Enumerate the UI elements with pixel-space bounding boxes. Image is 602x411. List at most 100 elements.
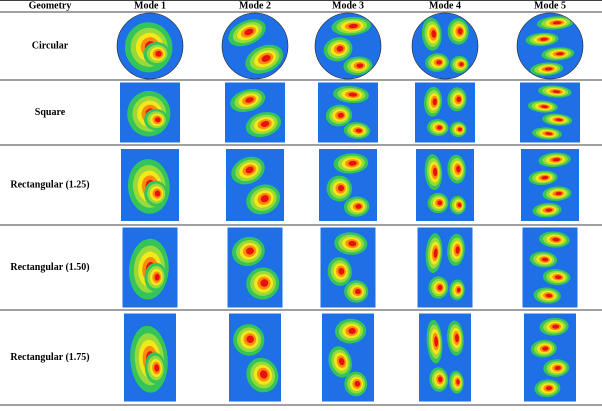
contour-band xyxy=(348,160,357,166)
mode-shape-plot xyxy=(524,313,576,402)
contour-band xyxy=(437,200,443,206)
mode-shape-plot xyxy=(521,149,579,221)
mode-shape-plot xyxy=(124,313,176,402)
contour-band xyxy=(454,333,459,343)
contour-band xyxy=(455,246,460,254)
contour-band xyxy=(338,357,345,366)
contour-band xyxy=(245,97,254,103)
contour-band xyxy=(260,195,269,203)
contour-band xyxy=(348,328,356,334)
contour-band xyxy=(154,190,161,197)
row-label: Square xyxy=(35,107,66,118)
contour-band xyxy=(154,117,161,123)
contour-band xyxy=(545,293,553,298)
contour-band xyxy=(356,63,364,68)
contour-band xyxy=(154,364,160,372)
mode-shape-plot xyxy=(227,227,283,308)
mode-shape-plot xyxy=(315,13,381,79)
contour-band xyxy=(555,118,563,122)
contour-band xyxy=(456,165,461,173)
mode-shape-plot xyxy=(229,313,281,402)
header-cell: Geometry xyxy=(29,0,72,11)
mode-shape-plot xyxy=(322,313,374,402)
header-cell: Mode 4 xyxy=(429,0,461,11)
contour-band xyxy=(433,167,438,177)
contour-band xyxy=(355,128,362,133)
contour-band xyxy=(545,132,553,136)
contour-band xyxy=(456,96,462,103)
mode-shape-plot xyxy=(225,82,285,143)
mode-shape-plot xyxy=(517,13,583,79)
contour-band xyxy=(457,127,463,132)
plate-outline xyxy=(314,12,382,80)
contour-band xyxy=(348,92,358,97)
contour-band xyxy=(541,105,549,109)
contour-band xyxy=(246,247,254,255)
row-label: Rectangular (1.25) xyxy=(10,179,89,190)
contour-band xyxy=(545,208,553,212)
contour-band xyxy=(431,30,437,38)
contour-band xyxy=(541,175,549,180)
contour-band xyxy=(554,365,561,371)
header-cell: Mode 5 xyxy=(534,0,566,11)
contour-band xyxy=(154,273,160,281)
contour-band xyxy=(544,67,553,71)
contour-band xyxy=(155,50,162,57)
contour-band xyxy=(545,386,553,391)
contour-band xyxy=(348,23,359,29)
contour-band xyxy=(552,237,560,242)
header-cell: Mode 1 xyxy=(134,0,166,11)
contour-band xyxy=(456,379,460,385)
contour-band xyxy=(348,240,357,247)
contour-band xyxy=(438,376,443,383)
contour-band xyxy=(354,288,361,295)
contour-band xyxy=(457,202,462,208)
mode-shape-plot xyxy=(417,227,473,308)
mode-shape-plot xyxy=(222,13,288,79)
contour-band xyxy=(437,125,443,130)
row-label: Rectangular (1.75) xyxy=(10,352,89,363)
header-cell: Mode 3 xyxy=(332,0,364,11)
contour-band xyxy=(355,204,362,209)
contour-band xyxy=(246,335,254,344)
contour-band xyxy=(552,21,562,25)
mode-shape-plot xyxy=(226,149,284,221)
contour-band xyxy=(260,279,269,287)
plate-outline xyxy=(221,12,289,80)
contour-band xyxy=(552,90,561,94)
plate-outline xyxy=(411,12,479,80)
mode-shape-plot xyxy=(122,227,178,308)
contour-band xyxy=(552,157,561,162)
contour-band xyxy=(337,112,344,118)
plate-background xyxy=(517,13,583,79)
row-label: Rectangular (1.50) xyxy=(10,262,89,273)
contour-band xyxy=(555,191,563,196)
contour-band xyxy=(540,37,549,41)
contour-band xyxy=(541,257,549,262)
contour-band xyxy=(261,54,271,62)
mode-shape-plot xyxy=(520,82,580,143)
contour-band xyxy=(436,60,442,65)
mode-shape-plot xyxy=(117,13,183,79)
contour-band xyxy=(433,248,438,259)
contour-band xyxy=(554,275,562,280)
mode-shape-plot xyxy=(318,82,378,143)
contour-band xyxy=(434,336,439,347)
mode-shape-plot xyxy=(319,149,377,221)
plate-outline xyxy=(116,12,184,80)
contour-band xyxy=(354,380,361,387)
mode-shape-plot xyxy=(419,313,471,402)
mode-shape-plot xyxy=(320,227,376,308)
mode-shape-plot xyxy=(415,82,475,143)
mode-shape-plot xyxy=(412,13,478,79)
contour-band xyxy=(336,45,344,52)
contour-band xyxy=(456,287,461,293)
contour-band xyxy=(259,370,268,379)
mode-shape-plot xyxy=(522,227,578,308)
contour-band xyxy=(555,52,564,56)
row-label: Circular xyxy=(32,40,69,51)
contour-band xyxy=(457,28,463,35)
contour-band xyxy=(542,346,549,351)
header-cell: Mode 2 xyxy=(239,0,271,11)
